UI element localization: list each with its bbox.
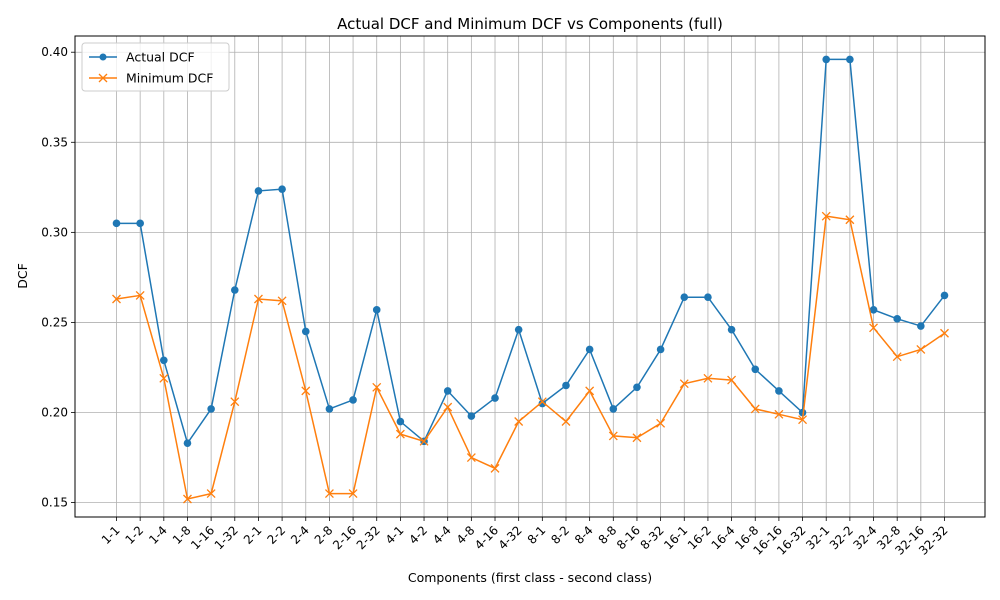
minimum-dcf-point bbox=[135, 290, 145, 300]
legend: Actual DCF Minimum DCF bbox=[81, 42, 230, 92]
series-layer bbox=[112, 55, 949, 504]
actual-dcf-point bbox=[207, 405, 215, 413]
minimum-dcf-point bbox=[608, 431, 618, 441]
y-tick-label: 0.25 bbox=[41, 315, 68, 329]
y-tick-label: 0.40 bbox=[41, 45, 68, 59]
actual-dcf-point bbox=[633, 383, 641, 392]
actual-dcf-point bbox=[775, 387, 783, 395]
minimum-dcf-point bbox=[230, 397, 240, 407]
series-line-actual-dcf bbox=[116, 58, 946, 445]
minimum-dcf-point bbox=[703, 373, 713, 383]
minimum-dcf-point bbox=[419, 436, 429, 446]
y-tick-labels: 0.15 0.20 0.25 0.30 0.35 0.40 bbox=[41, 45, 75, 510]
actual-dcf-point bbox=[585, 345, 594, 354]
minimum-dcf-point bbox=[183, 494, 192, 504]
actual-dcf-point bbox=[917, 322, 925, 330]
legend-marker-actual bbox=[99, 53, 107, 61]
y-tick-label: 0.30 bbox=[41, 225, 68, 239]
actual-dcf-point bbox=[278, 185, 286, 193]
actual-dcf-point bbox=[396, 417, 405, 426]
minimum-dcf-point bbox=[112, 294, 121, 304]
minimum-dcf-point bbox=[892, 352, 902, 362]
actual-dcf-point bbox=[822, 55, 831, 64]
grid-layer bbox=[75, 36, 985, 517]
minimum-dcf-point bbox=[301, 386, 311, 396]
actual-dcf-point bbox=[349, 396, 357, 404]
y-tick-label: 0.20 bbox=[41, 406, 68, 420]
minimum-dcf-point bbox=[585, 386, 595, 396]
actual-dcf-point bbox=[751, 365, 760, 374]
legend-label-minimum: Minimum DCF bbox=[126, 71, 213, 86]
actual-dcf-point bbox=[514, 325, 523, 334]
actual-dcf-point bbox=[727, 325, 736, 334]
actual-dcf-point bbox=[562, 381, 570, 390]
minimum-dcf-point bbox=[869, 323, 878, 333]
minimum-dcf-point bbox=[940, 328, 949, 338]
minimum-dcf-point bbox=[277, 296, 287, 306]
y-tick-label: 0.15 bbox=[41, 496, 68, 510]
actual-dcf-point bbox=[656, 345, 665, 354]
minimum-dcf-point bbox=[253, 294, 263, 304]
minimum-dcf-point bbox=[348, 489, 358, 499]
actual-dcf-point bbox=[538, 399, 547, 408]
actual-dcf-point bbox=[491, 394, 499, 402]
actual-dcf-point bbox=[160, 356, 168, 365]
actual-dcf-point bbox=[940, 291, 949, 300]
actual-dcf-point bbox=[869, 306, 878, 314]
actual-dcf-point bbox=[372, 306, 381, 314]
actual-dcf-point bbox=[467, 412, 476, 420]
plot-frame bbox=[74, 35, 986, 518]
minimum-dcf-point bbox=[916, 345, 926, 354]
minimum-dcf-point bbox=[537, 397, 547, 407]
actual-dcf-point bbox=[325, 405, 334, 413]
actual-dcf-point bbox=[680, 293, 689, 302]
chart-title: Actual DCF and Minimum DCF vs Components… bbox=[337, 15, 723, 33]
minimum-dcf-point bbox=[324, 489, 334, 499]
legend-label-actual: Actual DCF bbox=[126, 50, 195, 65]
legend-box bbox=[81, 42, 230, 92]
minimum-dcf-point bbox=[821, 211, 831, 221]
actual-dcf-point bbox=[230, 286, 239, 294]
actual-dcf-point bbox=[609, 405, 618, 413]
actual-dcf-point bbox=[893, 315, 901, 323]
minimum-dcf-point bbox=[845, 215, 855, 225]
actual-dcf-point bbox=[183, 439, 192, 447]
actual-dcf-point bbox=[798, 408, 807, 417]
actual-dcf-point bbox=[846, 55, 854, 64]
minimum-dcf-point bbox=[774, 409, 784, 419]
actual-dcf-point bbox=[136, 219, 144, 228]
minimum-dcf-point bbox=[372, 382, 382, 392]
actual-dcf-point bbox=[112, 219, 121, 228]
x-axis-label: Components (first class - second class) bbox=[408, 570, 652, 585]
minimum-dcf-point bbox=[514, 417, 524, 426]
actual-dcf-point bbox=[301, 327, 310, 336]
minimum-dcf-point bbox=[750, 404, 760, 414]
y-tick-label: 0.35 bbox=[41, 135, 68, 149]
minimum-dcf-point bbox=[159, 373, 169, 383]
minimum-dcf-point bbox=[727, 375, 737, 385]
actual-dcf-point bbox=[704, 293, 712, 302]
minimum-dcf-point bbox=[561, 417, 571, 426]
y-axis-label: DCF bbox=[15, 263, 30, 289]
minimum-dcf-point bbox=[656, 418, 666, 428]
minimum-dcf-point bbox=[679, 379, 689, 389]
series-line-minimum-dcf bbox=[116, 215, 945, 500]
minimum-dcf-point bbox=[466, 453, 476, 463]
minimum-dcf-point bbox=[395, 429, 405, 439]
minimum-dcf-point bbox=[632, 433, 642, 443]
minimum-dcf-point bbox=[798, 415, 808, 425]
minimum-dcf-point bbox=[490, 463, 500, 473]
actual-dcf-point bbox=[254, 187, 263, 195]
minimum-dcf-point bbox=[443, 402, 453, 412]
minimum-dcf-point bbox=[206, 489, 216, 499]
legend-marker-minimum bbox=[98, 73, 108, 83]
actual-dcf-point bbox=[443, 387, 452, 395]
